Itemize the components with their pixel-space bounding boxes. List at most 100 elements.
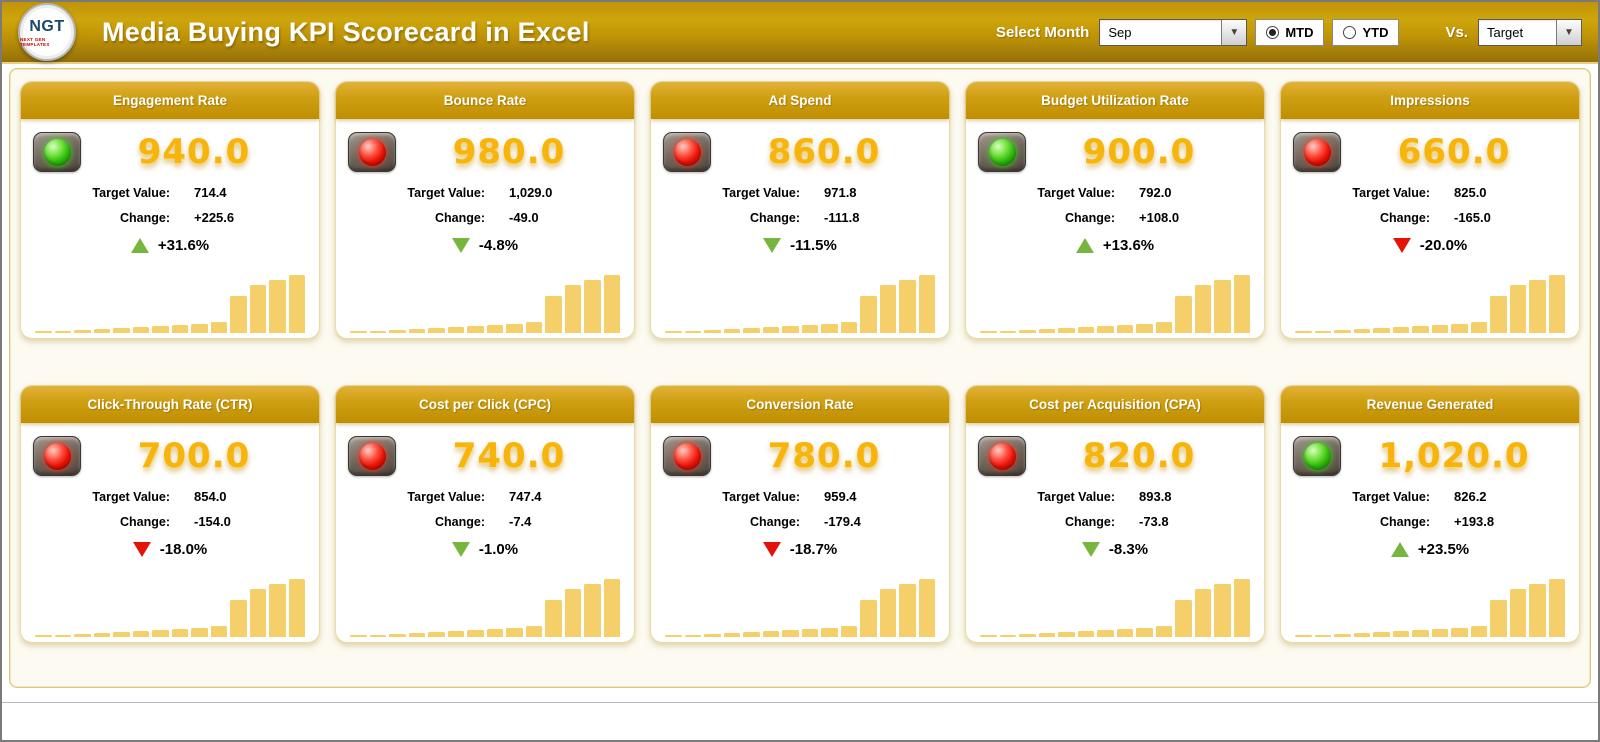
kpi-card-body: 660.0 Target Value: 825.0 Change: -165.0… <box>1281 119 1579 340</box>
chevron-down-icon[interactable]: ▼ <box>1556 19 1581 45</box>
spark-bar <box>723 632 740 637</box>
change-value: -73.8 <box>1139 514 1169 529</box>
spark-bar <box>1392 630 1409 637</box>
change-value: +193.8 <box>1454 514 1495 529</box>
spark-bar <box>210 625 227 637</box>
spark-bar <box>1314 634 1331 637</box>
kpi-card: Budget Utilization Rate 900.0 Target Val… <box>965 81 1265 339</box>
kpi-card-body: 980.0 Target Value: 1,029.0 Change: -49.… <box>336 119 634 340</box>
change-percent: -18.7% <box>789 540 838 558</box>
trend-arrow-icon <box>451 541 470 557</box>
target-value-label: Target Value: <box>92 186 170 200</box>
trend-arrow-icon <box>1390 541 1409 557</box>
kpi-card-body: 860.0 Target Value: 971.8 Change: -111.8… <box>651 119 949 340</box>
change-label: Change: <box>120 515 170 529</box>
sheet-bottom-divider <box>2 702 1598 703</box>
spark-bar <box>428 328 445 333</box>
spark-bar <box>288 274 305 333</box>
ytd-radio[interactable]: YTD <box>1332 18 1400 46</box>
status-light-icon <box>348 436 396 476</box>
change-value: -165.0 <box>1454 210 1491 225</box>
kpi-card: Click-Through Rate (CTR) 700.0 Target Va… <box>20 385 320 643</box>
status-light-icon <box>978 132 1026 172</box>
spark-bar <box>1529 583 1546 637</box>
radio-icon <box>1343 25 1357 39</box>
spark-bar <box>447 630 464 637</box>
spark-bar <box>1214 279 1231 333</box>
spark-bar <box>249 588 266 637</box>
mtd-radio[interactable]: MTD <box>1255 18 1325 46</box>
kpi-card: Bounce Rate 980.0 Target Value: 1,029.0 … <box>335 81 635 339</box>
kpi-card-grid: Engagement Rate 940.0 Target Value: 714.… <box>10 69 1590 655</box>
spark-bar <box>762 326 779 333</box>
status-bulb-icon <box>673 442 701 470</box>
trend-sparkline <box>665 271 935 333</box>
vs-dropdown[interactable]: Target ▼ <box>1478 18 1582 46</box>
spark-bar <box>1077 326 1094 333</box>
spark-bar <box>1392 326 1409 333</box>
spark-bar <box>1233 274 1250 333</box>
kpi-value: 820.0 <box>1082 436 1196 476</box>
spark-bar <box>132 630 149 637</box>
spark-bar <box>132 326 149 333</box>
change-percent: -20.0% <box>1419 236 1468 254</box>
spark-bar <box>840 625 857 637</box>
spark-bar <box>486 628 503 637</box>
spark-bar <box>249 284 266 333</box>
status-light-icon <box>33 132 81 172</box>
spark-bar <box>1214 583 1231 637</box>
trend-arrow-icon <box>1081 541 1100 557</box>
kpi-card-title: Conversion Rate <box>651 386 949 423</box>
spark-bar <box>1548 578 1565 637</box>
spark-bar <box>1412 630 1429 637</box>
spark-bar <box>1431 628 1448 637</box>
spark-bar <box>389 329 406 333</box>
status-light-icon <box>663 132 711 172</box>
mtd-radio-label: MTD <box>1285 24 1314 40</box>
trend-arrow-icon <box>1075 237 1094 253</box>
change-label: Change: <box>435 515 485 529</box>
trend-arrow-icon <box>1392 237 1411 253</box>
change-percent: -8.3% <box>1108 540 1149 558</box>
kpi-card-body: 1,020.0 Target Value: 826.2 Change: +193… <box>1281 423 1579 644</box>
spark-bar <box>545 599 562 637</box>
spark-bar <box>918 274 935 333</box>
spark-bar <box>288 578 305 637</box>
trend-sparkline <box>35 575 305 637</box>
spark-bar <box>704 329 721 333</box>
chevron-down-icon[interactable]: ▼ <box>1221 19 1247 45</box>
status-light-icon <box>1293 436 1341 476</box>
change-percent: -1.0% <box>478 540 519 558</box>
spark-bar <box>782 630 799 637</box>
spark-bar <box>152 326 169 333</box>
spark-bar <box>1470 321 1487 333</box>
spark-bar <box>723 328 740 333</box>
spark-bar <box>428 632 445 637</box>
kpi-card-body: 820.0 Target Value: 893.8 Change: -73.8 … <box>966 423 1264 644</box>
change-label: Change: <box>1065 211 1115 225</box>
target-value: 854.0 <box>194 489 227 504</box>
status-light-icon <box>33 436 81 476</box>
status-bulb-icon <box>1303 138 1331 166</box>
spark-bar <box>899 583 916 637</box>
trend-sparkline <box>1295 575 1565 637</box>
kpi-card-title: Impressions <box>1281 82 1579 119</box>
change-percent: +31.6% <box>157 236 210 254</box>
spark-bar <box>1353 328 1370 333</box>
spark-bar <box>1314 330 1331 333</box>
spark-bar <box>54 330 71 333</box>
trend-arrow-icon <box>130 237 149 253</box>
spark-bar <box>980 331 997 333</box>
status-bulb-icon <box>988 138 1016 166</box>
spark-bar <box>999 634 1016 637</box>
spark-bar <box>1136 323 1153 333</box>
spark-bar <box>1116 324 1133 333</box>
kpi-card-body: 780.0 Target Value: 959.4 Change: -179.4… <box>651 423 949 644</box>
spark-bar <box>821 627 838 637</box>
spark-bar <box>1194 284 1211 333</box>
spark-bar <box>1509 588 1526 637</box>
spark-bar <box>1058 632 1075 637</box>
month-dropdown[interactable]: Sep ▼ <box>1099 18 1248 46</box>
kpi-card: Cost per Click (CPC) 740.0 Target Value:… <box>335 385 635 643</box>
spark-bar <box>1077 630 1094 637</box>
